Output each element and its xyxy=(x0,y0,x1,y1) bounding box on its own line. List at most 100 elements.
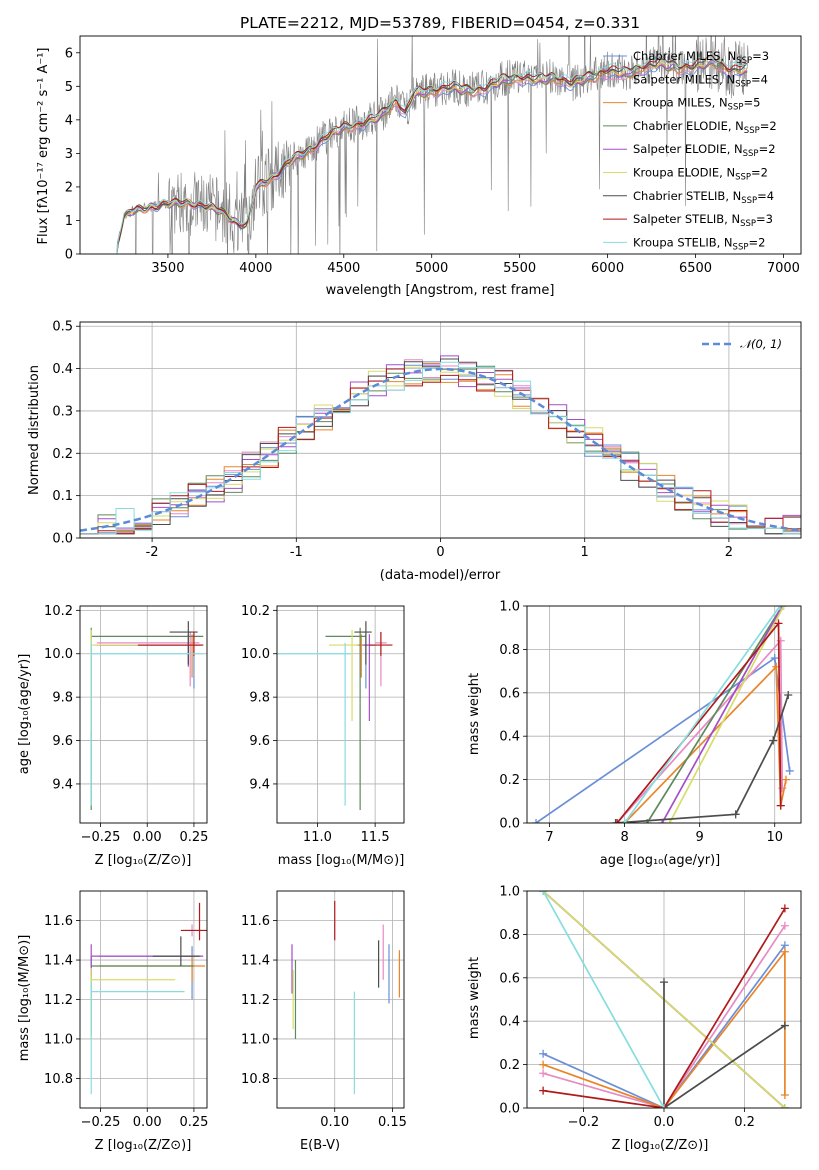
histogram-salpeter-stelib xyxy=(80,368,801,535)
weight-marker xyxy=(770,654,779,663)
y-tick-label: 1.0 xyxy=(499,885,520,900)
axes-frame xyxy=(79,35,802,255)
weight-marker xyxy=(620,819,629,823)
x-tick-label: 0.00 xyxy=(133,830,162,845)
x-tick-label: 0.2 xyxy=(734,1115,755,1130)
legend-entry: Kroupa ELODIE, NSSP=2 xyxy=(633,166,768,183)
weight-line-salpeter-miles xyxy=(542,925,786,1108)
legend-entry: Kroupa STELIB, NSSP=2 xyxy=(633,235,765,252)
y-tick-label: 0.0 xyxy=(499,817,520,832)
weight-marker xyxy=(780,921,789,930)
y-tick-label: 2 xyxy=(65,180,73,195)
y-tick-label: 1 xyxy=(65,214,73,229)
mass-vs-extinction-panel: 0.10 0.15 10.8 11.0 11.2 11.4 11.6 xyxy=(241,890,407,1130)
weights-age-xlabel: age [log₁₀(age/yr)] xyxy=(600,853,721,868)
weight-marker xyxy=(539,1069,548,1078)
y-tick-label: 0.2 xyxy=(499,773,520,788)
y-tick-label: 1.0 xyxy=(499,600,520,615)
x-tick-label: 0.25 xyxy=(179,1115,208,1130)
weight-marker xyxy=(785,766,794,775)
x-tick-label: 0.00 xyxy=(133,1115,162,1130)
weight-marker xyxy=(784,690,793,699)
weight-marker xyxy=(781,775,790,784)
x-tick-label: 4000 xyxy=(239,261,272,276)
y-tick-label: 0.6 xyxy=(499,971,520,986)
x-tick-label: 5000 xyxy=(415,261,448,276)
weight-marker xyxy=(731,810,740,819)
spectrum-title: PLATE=2212, MJD=53789, FIBERID=0454, z=0… xyxy=(240,14,640,32)
y-tick-label: 11.0 xyxy=(241,1032,270,1047)
residuals-xlabel: (data-model)/error xyxy=(380,568,501,583)
y-tick-label: 0.3 xyxy=(52,404,73,419)
mass-ebv-xlabel: E(B-V) xyxy=(300,1138,340,1153)
y-tick-label: 10.0 xyxy=(44,647,73,662)
y-tick-label: 0.8 xyxy=(499,928,520,943)
axes-frame xyxy=(79,321,802,539)
x-tick-label: 6000 xyxy=(591,261,624,276)
weights-age-ylabel: mass weight xyxy=(467,673,482,755)
x-tick-label: 0.0 xyxy=(654,1115,675,1130)
age-z-ylabel: age [log₁₀(age/yr)] xyxy=(17,654,32,775)
legend-entry: Kroupa MILES, NSSP=5 xyxy=(633,96,760,113)
weight-marker xyxy=(660,978,668,987)
x-tick-label: 8 xyxy=(620,830,628,845)
legend-entry: Salpeter ELODIE, NSSP=2 xyxy=(633,142,776,159)
mass-vs-metallicity-panel: −0.25 0.00 0.25 10.8 11.0 11.2 11.4 11.6 xyxy=(44,890,208,1130)
x-tick-label: -1 xyxy=(290,545,303,560)
weight-line-kroupa-stelib xyxy=(623,606,781,823)
weight-marker xyxy=(775,606,784,610)
y-tick-label: 0.0 xyxy=(499,1102,520,1117)
legend-entry: Salpeter STELIB, NSSP=3 xyxy=(633,212,773,229)
age-mass-xlabel: mass [log₁₀(M/M⊙)] xyxy=(278,853,405,868)
weight-marker xyxy=(613,819,622,823)
weight-marker xyxy=(660,1104,668,1108)
x-tick-label: -2 xyxy=(146,545,159,560)
x-tick-label: −0.2 xyxy=(568,1115,600,1130)
weight-marker xyxy=(780,947,789,956)
weight-line-kroupa-elodie xyxy=(668,606,785,823)
legend-entry: Chabrier MILES, NSSP=3 xyxy=(633,49,769,66)
x-tick-label: 10 xyxy=(766,830,783,845)
weight-line-kroupa-miles xyxy=(623,664,787,823)
y-tick-label: 11.4 xyxy=(44,954,73,969)
y-tick-label: 10.0 xyxy=(241,647,270,662)
weight-line-salpeter-elodie xyxy=(661,606,783,823)
plot-area xyxy=(90,621,204,810)
y-tick-label: 11.0 xyxy=(44,1032,73,1047)
weights-z-ylabel: mass weight xyxy=(467,957,482,1039)
weights-z-xlabel: Z [log₁₀(Z/Z⊙)] xyxy=(612,1138,709,1153)
weight-line-chabrier-stelib xyxy=(615,694,790,823)
x-tick-label: 7000 xyxy=(767,261,800,276)
y-tick-label: 9.6 xyxy=(52,734,73,749)
y-tick-label: 0.8 xyxy=(499,643,520,658)
weight-marker xyxy=(539,1086,548,1095)
y-tick-label: 11.6 xyxy=(241,914,270,929)
legend-entry: Chabrier ELODIE, NSSP=2 xyxy=(633,119,777,136)
x-tick-label: 0.15 xyxy=(378,1115,407,1130)
x-tick-label: 11.0 xyxy=(303,830,332,845)
y-tick-label: 5 xyxy=(65,80,73,95)
y-tick-label: 10.2 xyxy=(44,604,73,619)
age-vs-metallicity-panel: −0.25 0.00 0.25 9.4 9.6 9.8 10.0 10.2 xyxy=(44,604,208,845)
spectrum-ylabel: Flux [fλ10⁻¹⁷ erg cm⁻² s⁻¹ A⁻¹] xyxy=(36,48,51,245)
weight-marker xyxy=(665,819,674,823)
x-tick-label: −0.25 xyxy=(81,1115,121,1130)
x-tick-label: 4500 xyxy=(327,261,360,276)
y-tick-label: 9.4 xyxy=(52,777,73,792)
x-tick-label: 0.10 xyxy=(320,1115,349,1130)
weight-marker xyxy=(611,819,620,823)
y-tick-label: 0.2 xyxy=(52,447,73,462)
weight-marker xyxy=(780,904,789,913)
plot-area xyxy=(115,36,749,254)
axes-frame xyxy=(526,605,802,824)
weight-marker xyxy=(532,819,541,823)
plot-area xyxy=(291,900,400,1095)
y-tick-label: 9.4 xyxy=(249,777,270,792)
weight-line-chabrier-miles xyxy=(542,944,786,1108)
x-tick-label: 3500 xyxy=(151,261,184,276)
y-tick-label: 0.1 xyxy=(52,489,73,504)
y-tick-label: 10.8 xyxy=(241,1072,270,1087)
y-tick-label: 11.6 xyxy=(44,914,73,929)
normal-distribution-curve xyxy=(80,367,801,532)
residuals-ylabel: Normed distribution xyxy=(27,365,42,495)
